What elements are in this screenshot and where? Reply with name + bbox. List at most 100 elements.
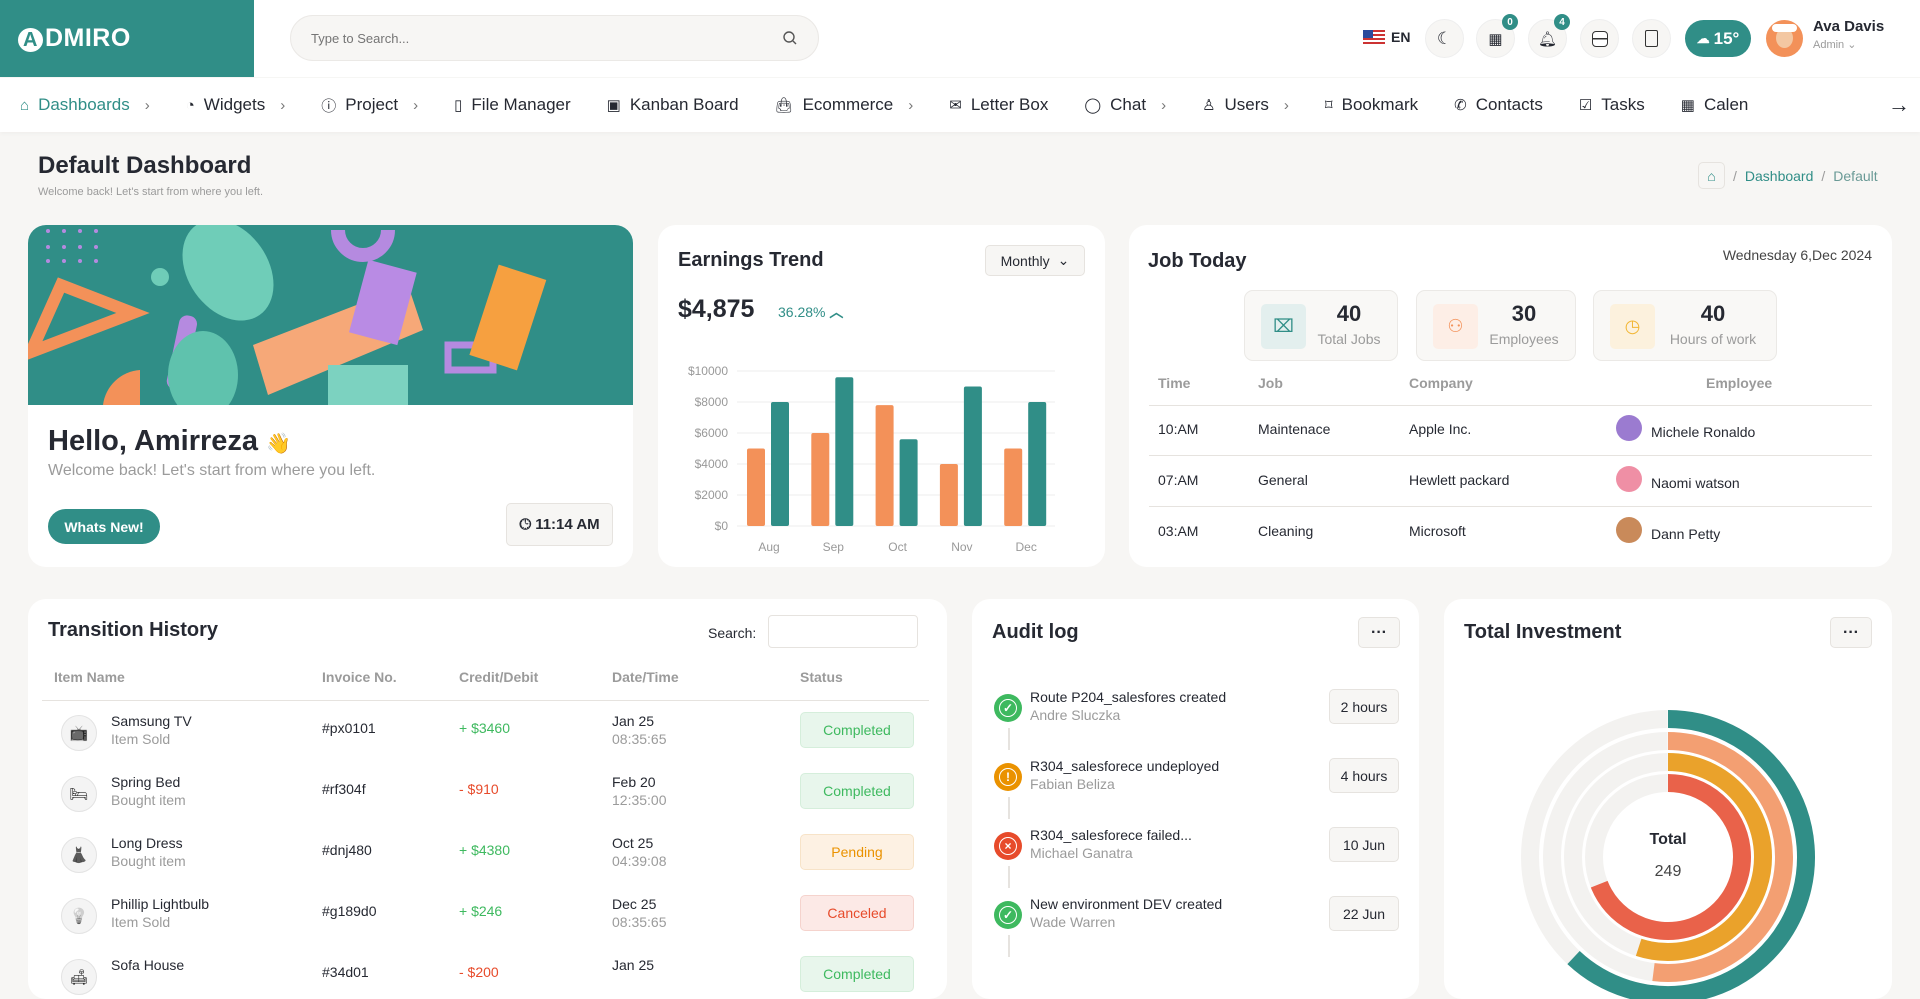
user-menu[interactable]: Ava Davis Admin ⌄ (1813, 18, 1885, 51)
x-tick-label: Sep (823, 540, 845, 554)
card-title: Transition History (48, 619, 219, 641)
table-row (1149, 456, 1872, 507)
nav-item-contacts[interactable]: ✆ Contacts (1454, 95, 1543, 114)
donut-center-label: Total (1649, 831, 1687, 848)
warning-status-icon: ! (994, 763, 1022, 791)
more-options-button[interactable]: ··· (1830, 617, 1872, 648)
search-label: Search: (708, 625, 757, 641)
period-dropdown[interactable]: Monthly ⌄ (985, 245, 1085, 276)
dress-icon: 👗 (61, 837, 97, 873)
bar-dec-series1[interactable] (1004, 448, 1023, 527)
pie-chart-icon: ◔ (185, 96, 195, 114)
ring-3[interactable] (1635, 753, 1772, 961)
column-header: Time (1158, 375, 1191, 391)
bookmark-icon (1645, 30, 1658, 47)
table-row (1149, 405, 1872, 456)
chevron-right-icon: › (144, 96, 150, 114)
nav-item-file-manager[interactable]: ▯ File Manager (454, 95, 571, 114)
user-avatar[interactable] (1766, 20, 1803, 57)
column-header: Date/Time (612, 669, 679, 685)
nav-item-chat[interactable]: ◯ Chat › (1084, 95, 1167, 114)
timeline-connector (1008, 866, 1010, 888)
column-header: Job (1258, 375, 1283, 391)
home-icon[interactable]: ⌂ (1698, 162, 1725, 189)
bar-sep-series2[interactable] (835, 377, 854, 526)
chevron-down-icon: ⌄ (1057, 252, 1070, 268)
phone-icon: ✆ (1454, 97, 1467, 114)
language-selector[interactable]: EN (1363, 29, 1410, 45)
earnings-amount: $4,875 (678, 295, 755, 323)
check-square-icon: ☑ (1578, 97, 1593, 114)
clock-icon: ◷ (1610, 304, 1655, 349)
bookmark-button[interactable] (1632, 19, 1671, 58)
bar-aug-series1[interactable] (747, 448, 765, 527)
info-icon: ⓘ (321, 97, 337, 115)
store-icon: ▦ (1488, 30, 1503, 48)
audit-log-card: Audit log ··· ✓ Route P204_salesfores cr… (972, 599, 1419, 999)
dark-mode-toggle[interactable]: ☾ (1425, 19, 1464, 58)
nav-item-tasks[interactable]: ☑ Tasks (1578, 95, 1645, 114)
employee-avatar (1616, 466, 1642, 492)
nav-item-dashboards[interactable]: ⌂ Dashboards › (20, 95, 150, 114)
whats-new-button[interactable]: Whats New! (48, 509, 160, 544)
bookmark-icon: ⌑ (1324, 97, 1333, 114)
nav-item-kanban-board[interactable]: ▣ Kanban Board (606, 95, 739, 114)
chevron-right-icon: › (908, 96, 914, 114)
notifications-button[interactable]: 🔔︎ 4 (1528, 14, 1570, 58)
bag-icon: 👜︎ (774, 97, 794, 114)
bar-nov-series2[interactable] (963, 386, 982, 527)
bar-nov-series1[interactable] (939, 464, 958, 526)
table-search-input[interactable] (768, 615, 918, 648)
bar-aug-series2[interactable] (771, 402, 789, 526)
x-tick-label: Oct (888, 540, 907, 554)
chevron-right-icon: › (413, 96, 419, 114)
bar-oct-series2[interactable] (899, 439, 918, 526)
nav-item-project[interactable]: ⓘ Project › (321, 95, 419, 115)
column-header: Item Name (54, 669, 125, 685)
timeline-connector (1008, 935, 1010, 957)
job-today-card: Job Today Wednesday 6,Dec 2024 ⌧ 40 Tota… (1129, 225, 1892, 567)
search-icon[interactable] (782, 30, 798, 46)
employee-avatar (1616, 415, 1642, 441)
nav-item-users[interactable]: ♙ Users › (1202, 95, 1289, 114)
bar-dec-series2[interactable] (1028, 402, 1047, 526)
bar-sep-series1[interactable] (811, 433, 830, 526)
donut-center-value: 249 (1654, 863, 1682, 880)
nav-item-ecommerce[interactable]: 👜︎ Ecommerce › (774, 95, 914, 114)
layout-icon (1591, 30, 1608, 47)
breadcrumb-default: Default (1833, 167, 1878, 184)
lightbulb-icon: 💡 (61, 898, 97, 934)
column-header: Credit/Debit (459, 669, 539, 685)
file-icon: ▯ (454, 97, 463, 114)
welcome-text: Welcome back! Let's start from where you… (48, 462, 376, 479)
bar-oct-series1[interactable] (875, 405, 894, 526)
job-date: Wednesday 6,Dec 2024 (1722, 247, 1872, 263)
x-tick-label: Nov (951, 540, 972, 554)
breadcrumb-dashboard[interactable]: Dashboard (1744, 167, 1814, 184)
wave-icon: 👋 (266, 433, 292, 455)
ring-4[interactable] (1590, 774, 1751, 940)
page-title: Default Dashboard (38, 152, 252, 179)
status-badge: Completed (800, 712, 914, 748)
more-options-button[interactable]: ··· (1358, 617, 1400, 648)
nav-item-letter-box[interactable]: ✉︎ Letter Box (949, 95, 1049, 114)
welcome-banner-illustration (28, 225, 633, 419)
nav-scroll-right-arrow-icon[interactable]: → (1888, 92, 1910, 117)
nav-item-bookmark[interactable]: ⌑ Bookmark (1324, 95, 1419, 114)
search-bar[interactable] (290, 15, 819, 61)
weather-widget[interactable]: ☁ 15° (1685, 20, 1751, 57)
user-icon: ♙ (1202, 97, 1216, 114)
search-input[interactable] (311, 30, 782, 46)
more-icon: ··· (1843, 623, 1859, 641)
nav-item-calen[interactable]: ▦ Calen (1680, 95, 1749, 114)
mail-icon: ✉︎ (949, 97, 962, 114)
earnings-bar-chart: $0 $2000 $4000 $6000 $8000 $10000 Aug Sep Oct Nov… (688, 364, 1055, 554)
moon-icon: ☾ (1436, 28, 1453, 48)
nav-item-widgets[interactable]: ◔ Widgets › (185, 95, 286, 114)
fullscreen-button[interactable] (1580, 19, 1619, 58)
clock-icon: 🕒︎ (519, 516, 532, 533)
us-flag-icon (1363, 29, 1385, 45)
logo[interactable]: ADMIRO (0, 0, 254, 77)
cart-button[interactable]: ▦ 0 (1476, 14, 1518, 58)
page-header: Default Dashboard Welcome back! Let's st… (38, 152, 263, 198)
